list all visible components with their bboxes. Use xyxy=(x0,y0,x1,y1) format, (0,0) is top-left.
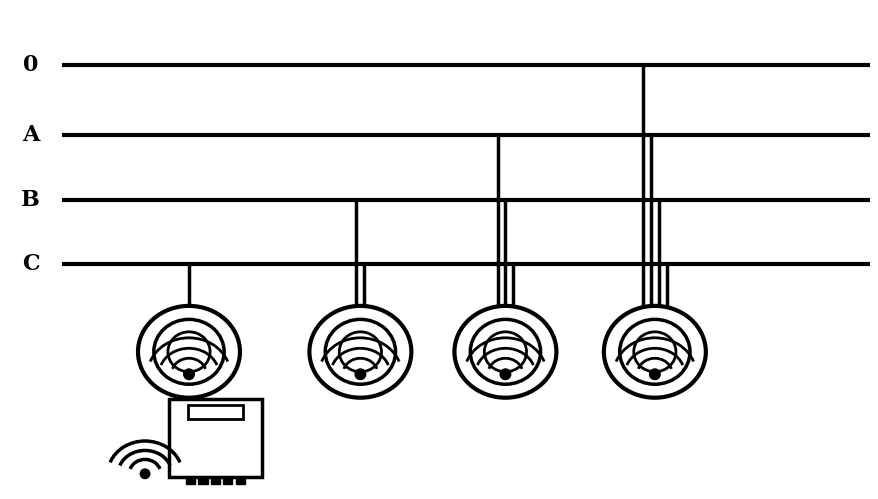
Ellipse shape xyxy=(500,369,510,380)
Text: A: A xyxy=(22,124,40,146)
Ellipse shape xyxy=(355,369,365,380)
Text: B: B xyxy=(21,189,40,211)
Text: 0: 0 xyxy=(23,54,39,76)
Bar xyxy=(223,477,232,484)
Bar xyxy=(169,399,262,477)
Bar xyxy=(211,477,220,484)
Bar xyxy=(188,405,242,419)
Bar xyxy=(198,477,207,484)
Bar xyxy=(185,477,195,484)
Text: C: C xyxy=(22,253,40,275)
Ellipse shape xyxy=(140,469,149,479)
Ellipse shape xyxy=(184,369,194,380)
Ellipse shape xyxy=(649,369,659,380)
Bar xyxy=(235,477,245,484)
